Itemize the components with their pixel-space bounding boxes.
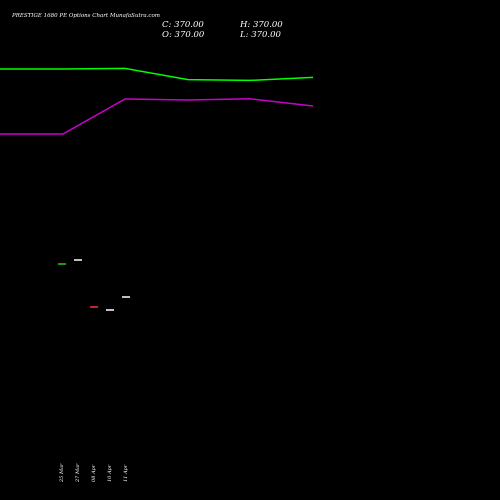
close-value: C: 370.00	[162, 20, 204, 30]
date-tick-label: 10 Apr	[107, 464, 113, 482]
date-tick-label: 11 Apr	[123, 464, 129, 482]
series-line-2	[0, 98, 314, 135]
series-lines	[0, 67, 314, 135]
candle-marks	[58, 259, 130, 311]
low-value: L: 370.00	[239, 30, 282, 40]
high-value: H: 370.00	[239, 20, 283, 30]
series-line-1	[0, 67, 314, 82]
chart-title: PRESTIGE 1680 PE Options Chart MunafaSut…	[11, 13, 160, 19]
date-tick-label: 08 Apr	[91, 464, 97, 482]
open-value: O: 370.00	[162, 30, 205, 40]
date-axis: 25 Mar 27 Mar 08 Apr 10 Apr 11 Apr	[59, 463, 129, 483]
date-tick-label: 27 Mar	[75, 463, 81, 483]
date-tick-label: 25 Mar	[59, 463, 65, 483]
